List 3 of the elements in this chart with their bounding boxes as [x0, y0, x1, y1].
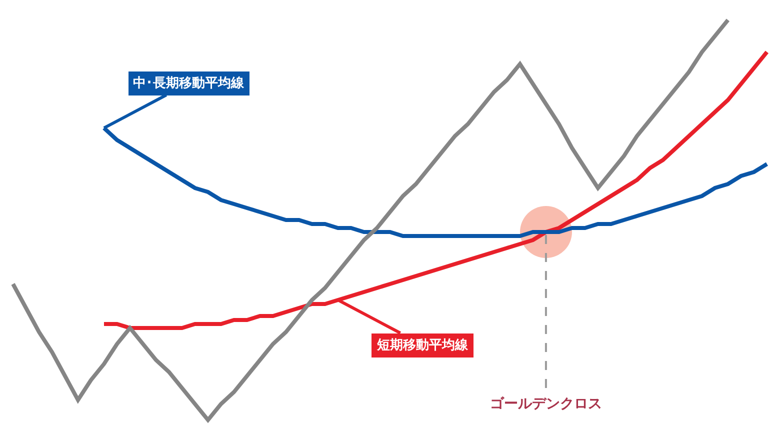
text: 短期移動平均線 [376, 338, 469, 353]
text: 中･長期移動平均線 [133, 76, 245, 91]
annotation: ゴールデンクロス [490, 396, 602, 412]
